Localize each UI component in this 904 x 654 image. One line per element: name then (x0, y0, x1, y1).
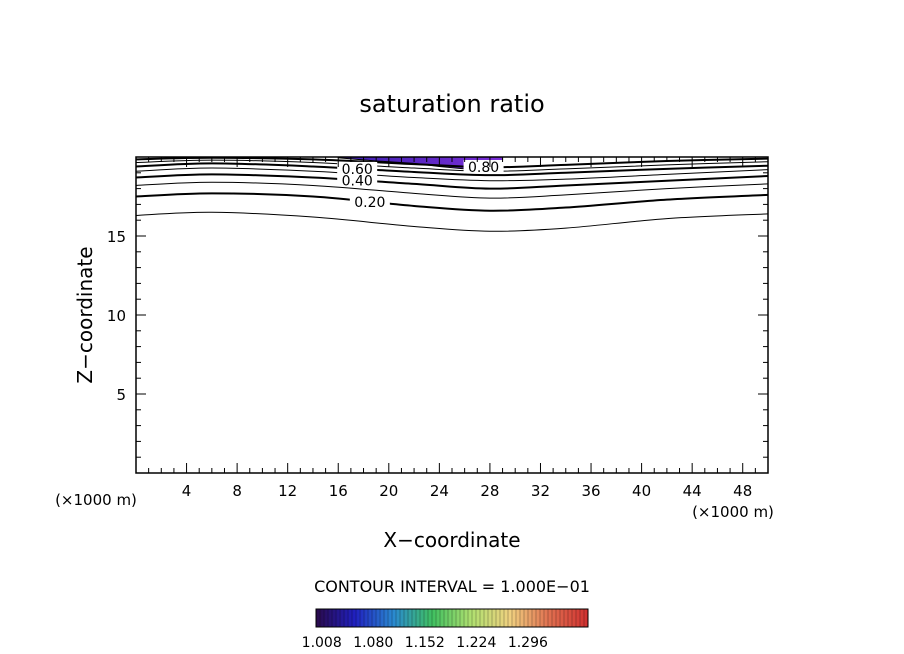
x-tick-labels: 4 8 12 16 20 24 28 32 36 40 44 48 (182, 482, 752, 500)
contour-line-0.6 (136, 162, 768, 177)
contour-label: 0.20 (354, 195, 385, 211)
colorbar-gradient (316, 609, 588, 627)
chart-title: saturation ratio (359, 90, 544, 118)
contour-label: 0.40 (342, 173, 373, 189)
colorbar-tick-label: 1.224 (456, 635, 496, 651)
x-tick-label: 40 (632, 482, 651, 500)
colorbar-labels: 1.008 1.080 1.152 1.224 1.296 (302, 635, 548, 651)
contour-line-0.5 (136, 167, 768, 182)
y-tick-labels: 5 10 15 (107, 228, 126, 404)
contour-lines-layer (136, 157, 768, 232)
contour-label-bg (463, 160, 504, 174)
x-tick-label: 12 (278, 482, 297, 500)
contour-line-0.4 (136, 173, 768, 190)
colorbar-tick-label: 1.296 (508, 635, 548, 651)
x-unit-left: (×1000 m) (55, 491, 137, 509)
y-tick-label: 10 (107, 307, 126, 325)
contour-label: 0.80 (468, 160, 499, 176)
colorbar-tick-label: 1.152 (405, 635, 445, 651)
colorbar-stripes (319, 609, 585, 627)
x-tick-label: 28 (480, 482, 499, 500)
x-tick-label: 36 (581, 482, 600, 500)
contour-line-0.8 (136, 157, 768, 169)
x-tick-label: 44 (683, 482, 702, 500)
contour-line-0.7 (136, 159, 768, 172)
contour-interval-text: CONTOUR INTERVAL = 1.000E−01 (314, 577, 590, 596)
x-tick-label: 4 (182, 482, 192, 500)
plot-area: 0.200.400.60 0.80 4 8 12 16 20 24 28 32 36 40 44 48 … (107, 156, 769, 500)
colorbar-tick-label: 1.008 (302, 635, 342, 651)
contour-label-bg (349, 194, 390, 208)
x-tick-label: 8 (232, 482, 242, 500)
contour-line-0.3 (136, 181, 768, 199)
contour-line-0.1 (136, 211, 768, 232)
contour-labels-layer: 0.20 0.400.60 0.80 (337, 160, 504, 211)
axis-ticks (136, 157, 768, 473)
contour-label: 0.60 (342, 162, 373, 178)
x-unit-right: (×1000 m) (692, 503, 774, 521)
x-tick-label: 16 (329, 482, 348, 500)
x-tick-label: 20 (379, 482, 398, 500)
colorbar-tick-label: 1.080 (353, 635, 393, 651)
y-axis-label: Z−coordinate (73, 246, 97, 383)
colorbar: 1.008 1.080 1.152 1.224 1.296 (302, 608, 589, 651)
x-tick-label: 48 (733, 482, 752, 500)
x-tick-label: 32 (531, 482, 550, 500)
y-tick-label: 15 (107, 228, 126, 246)
y-tick-label: 5 (116, 386, 126, 404)
plot-frame (135, 156, 769, 474)
contour-label-bg (337, 161, 378, 175)
contour-line-0.2 (136, 192, 768, 212)
colorbar-frame (315, 608, 589, 628)
x-axis-label: X−coordinate (383, 528, 520, 552)
contour-label-bg (337, 173, 378, 187)
x-tick-label: 24 (430, 482, 449, 500)
